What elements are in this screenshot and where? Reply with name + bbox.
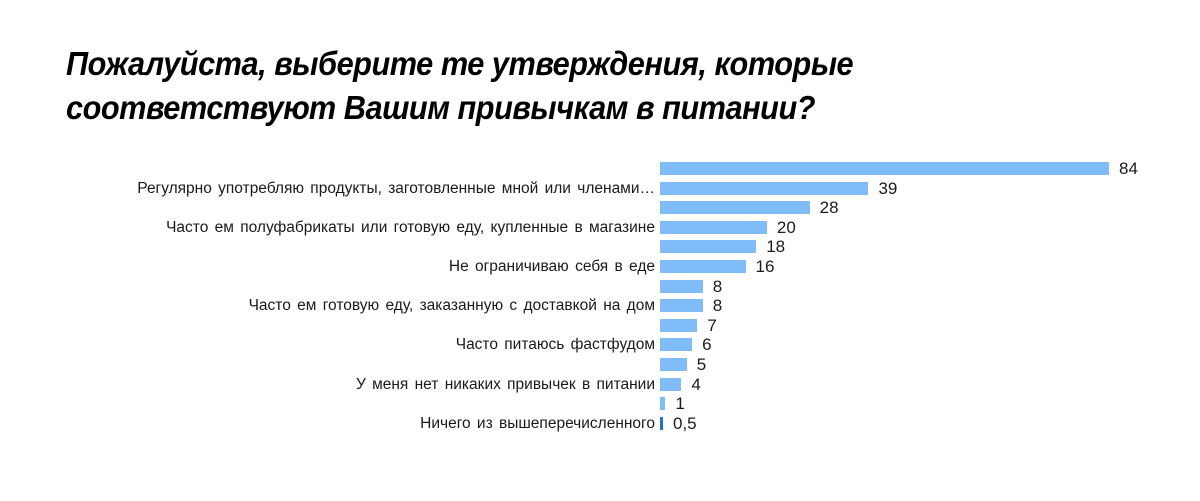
bar	[660, 299, 703, 313]
category-label: Ничего из вышеперечисленного	[420, 414, 655, 432]
category-label: Часто ем полуфабрикаты или готовую еду, …	[166, 218, 655, 236]
chart-title: Пожалуйста, выберите те утверждения, кот…	[66, 42, 903, 130]
category-label: Регулярно употребляю продукты, заготовле…	[137, 179, 655, 197]
bar-value-label: 8	[712, 296, 723, 316]
bar	[660, 162, 1109, 175]
bar	[660, 240, 757, 254]
bar-value-label: 28	[819, 198, 839, 218]
category-label: Не ограничиваю себя в еде	[448, 258, 655, 275]
bar-value-label: 18	[766, 237, 786, 257]
chart-title-line-2: соответствуют Вашим привычкам в питании?	[66, 89, 816, 126]
bar	[660, 220, 767, 234]
bar-value-label: 84	[1119, 159, 1138, 178]
category-label: Часто питаюсь фастфудом	[455, 336, 655, 354]
bar	[660, 377, 682, 391]
bar	[660, 397, 666, 411]
bar	[660, 181, 869, 195]
bar-value-label: 16	[755, 257, 775, 276]
bar	[660, 260, 746, 273]
bar-value-label: 4	[691, 374, 701, 394]
bar	[660, 338, 693, 352]
bar-value-label: 7	[707, 315, 717, 335]
bar	[660, 201, 810, 215]
bar-value-label: 39	[878, 178, 898, 198]
bar	[660, 318, 698, 332]
bar-value-label: 0,5	[673, 413, 697, 433]
bar	[660, 416, 663, 430]
bar	[660, 279, 703, 293]
chart-title-line-1: Пожалуйста, выберите те утверждения, кот…	[66, 45, 854, 82]
bar-value-label: 20	[776, 217, 796, 237]
category-label: Часто ем готовую еду, заказанную с доста…	[248, 297, 655, 315]
bar-value-label: 1	[675, 394, 685, 414]
bar	[660, 358, 687, 371]
category-label: У меня нет никаких привычек в питании	[355, 375, 655, 393]
bar-value-label: 8	[712, 276, 723, 296]
bar-value-label: 5	[696, 355, 707, 374]
bar-value-label: 6	[702, 335, 712, 355]
